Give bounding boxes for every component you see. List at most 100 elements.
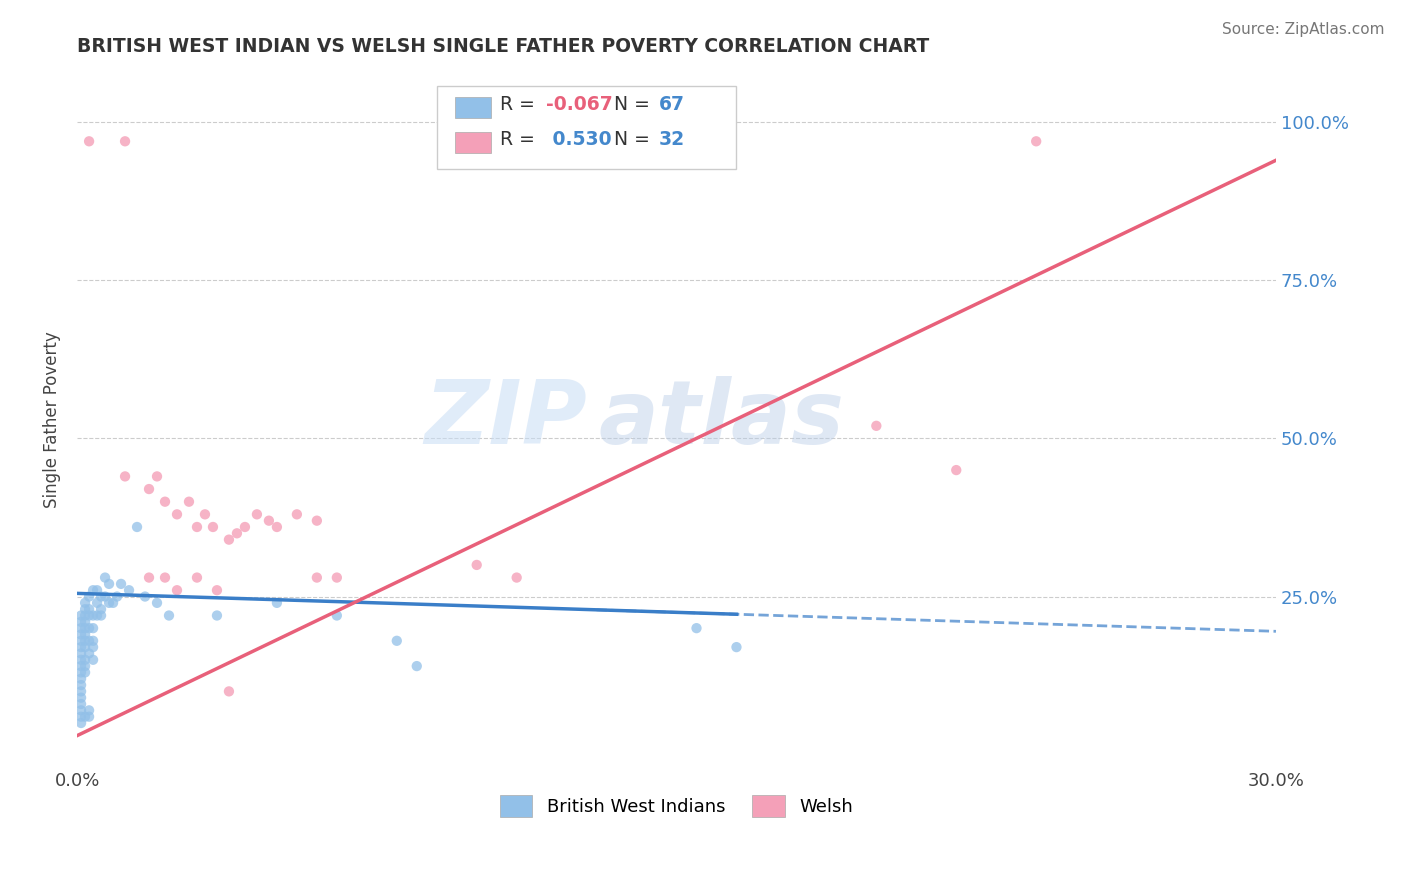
Point bbox=[226, 526, 249, 541]
Point bbox=[82, 633, 104, 648]
Point bbox=[326, 571, 349, 585]
Text: R =: R = bbox=[501, 95, 541, 114]
Point bbox=[75, 596, 97, 610]
Point bbox=[205, 608, 228, 623]
Point bbox=[138, 571, 160, 585]
Point bbox=[186, 571, 208, 585]
Point bbox=[114, 469, 136, 483]
Point bbox=[77, 621, 100, 635]
Text: R =: R = bbox=[501, 129, 541, 149]
Point bbox=[385, 633, 408, 648]
Point bbox=[77, 590, 100, 604]
Point bbox=[77, 633, 100, 648]
Point bbox=[86, 583, 108, 598]
Point bbox=[70, 672, 93, 686]
Text: N =: N = bbox=[614, 95, 657, 114]
Point bbox=[118, 583, 141, 598]
Point bbox=[205, 583, 228, 598]
Legend: British West Indians, Welsh: British West Indians, Welsh bbox=[492, 788, 860, 824]
Text: 0.530: 0.530 bbox=[546, 129, 612, 149]
Y-axis label: Single Father Poverty: Single Father Poverty bbox=[44, 331, 60, 508]
Point bbox=[186, 520, 208, 534]
Point bbox=[90, 590, 112, 604]
Point bbox=[82, 621, 104, 635]
Point bbox=[82, 640, 104, 654]
Point bbox=[82, 653, 104, 667]
Point bbox=[405, 659, 427, 673]
Point bbox=[125, 520, 148, 534]
Point bbox=[166, 508, 188, 522]
Point bbox=[285, 508, 308, 522]
Point bbox=[70, 627, 93, 641]
Point bbox=[157, 608, 180, 623]
Point bbox=[77, 709, 100, 723]
Point bbox=[75, 615, 97, 629]
Point bbox=[305, 571, 328, 585]
Point bbox=[70, 653, 93, 667]
Point bbox=[1025, 134, 1047, 148]
Point bbox=[218, 684, 240, 698]
Point bbox=[865, 418, 887, 433]
Point bbox=[75, 627, 97, 641]
Point bbox=[134, 590, 156, 604]
Point bbox=[266, 520, 288, 534]
Point bbox=[86, 596, 108, 610]
Point bbox=[70, 678, 93, 692]
Point bbox=[725, 640, 748, 654]
Point bbox=[146, 596, 169, 610]
Point bbox=[77, 134, 100, 148]
Text: BRITISH WEST INDIAN VS WELSH SINGLE FATHER POVERTY CORRELATION CHART: BRITISH WEST INDIAN VS WELSH SINGLE FATH… bbox=[77, 37, 929, 56]
Point bbox=[70, 716, 93, 731]
Point bbox=[70, 633, 93, 648]
Text: Source: ZipAtlas.com: Source: ZipAtlas.com bbox=[1222, 22, 1385, 37]
Point bbox=[82, 608, 104, 623]
Point bbox=[266, 596, 288, 610]
Point bbox=[105, 590, 128, 604]
Text: -0.067: -0.067 bbox=[546, 95, 613, 114]
Point bbox=[201, 520, 224, 534]
Point bbox=[98, 596, 121, 610]
FancyBboxPatch shape bbox=[437, 86, 737, 169]
Point bbox=[94, 571, 117, 585]
Point bbox=[98, 577, 121, 591]
Point bbox=[77, 647, 100, 661]
Point bbox=[75, 709, 97, 723]
Bar bbox=[454, 132, 491, 153]
Point bbox=[945, 463, 967, 477]
Point bbox=[75, 653, 97, 667]
Point bbox=[218, 533, 240, 547]
Point bbox=[233, 520, 256, 534]
Point bbox=[101, 596, 124, 610]
Point bbox=[153, 494, 176, 508]
Point bbox=[70, 621, 93, 635]
Point bbox=[246, 508, 269, 522]
Text: ZIP: ZIP bbox=[423, 376, 586, 463]
Point bbox=[70, 703, 93, 717]
Point bbox=[86, 608, 108, 623]
Point bbox=[90, 608, 112, 623]
Point bbox=[75, 621, 97, 635]
Point bbox=[75, 633, 97, 648]
Point bbox=[138, 482, 160, 496]
Point bbox=[70, 659, 93, 673]
Point bbox=[70, 608, 93, 623]
Point bbox=[305, 514, 328, 528]
Point bbox=[505, 571, 527, 585]
Point bbox=[685, 621, 707, 635]
Point bbox=[114, 134, 136, 148]
Point bbox=[146, 469, 169, 483]
Point bbox=[77, 602, 100, 616]
Point bbox=[77, 703, 100, 717]
Text: 67: 67 bbox=[658, 95, 685, 114]
Point bbox=[70, 647, 93, 661]
Point bbox=[75, 608, 97, 623]
Bar bbox=[454, 97, 491, 119]
Point bbox=[110, 577, 132, 591]
Point bbox=[75, 602, 97, 616]
Point bbox=[90, 602, 112, 616]
Point bbox=[70, 684, 93, 698]
Point bbox=[75, 665, 97, 680]
Text: atlas: atlas bbox=[599, 376, 845, 463]
Point bbox=[326, 608, 349, 623]
Point bbox=[75, 659, 97, 673]
